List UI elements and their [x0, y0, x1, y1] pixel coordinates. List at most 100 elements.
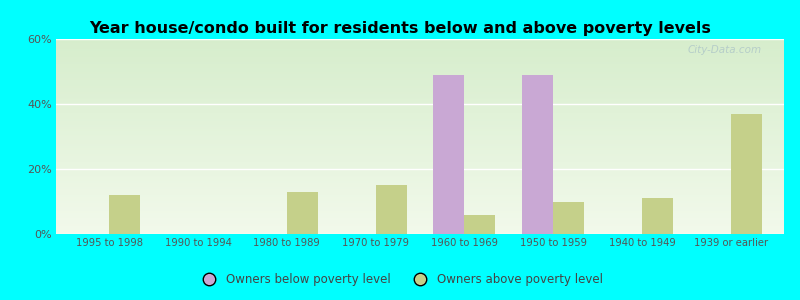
Bar	[56, 136, 784, 138]
Bar	[56, 62, 784, 64]
Bar	[56, 183, 784, 185]
Bar	[56, 203, 784, 205]
Bar	[56, 123, 784, 125]
Bar	[56, 177, 784, 179]
Bar	[56, 226, 784, 228]
Bar	[56, 43, 784, 45]
Bar	[56, 51, 784, 53]
Bar	[56, 39, 784, 41]
Bar	[56, 60, 784, 62]
Bar	[56, 76, 784, 78]
Bar	[56, 230, 784, 232]
Bar	[56, 146, 784, 148]
Bar	[56, 41, 784, 43]
Bar	[56, 68, 784, 70]
Bar	[56, 228, 784, 230]
Bar	[56, 138, 784, 140]
Bar	[56, 80, 784, 82]
Bar	[56, 105, 784, 107]
Bar	[56, 47, 784, 49]
Bar	[56, 217, 784, 218]
Bar	[56, 166, 784, 168]
Bar	[56, 66, 784, 68]
Bar	[56, 195, 784, 197]
Bar	[434, 75, 464, 234]
Bar	[56, 232, 784, 234]
Bar	[56, 205, 784, 207]
Bar	[56, 191, 784, 193]
Bar	[56, 211, 784, 212]
Bar	[56, 201, 784, 203]
Bar	[56, 209, 784, 211]
Bar	[56, 172, 784, 173]
Bar	[56, 197, 784, 199]
Bar	[56, 98, 784, 100]
Bar	[56, 207, 784, 209]
Bar	[56, 179, 784, 181]
Bar	[56, 162, 784, 164]
Bar	[56, 131, 784, 133]
Bar	[56, 74, 784, 76]
Bar	[56, 189, 784, 191]
Bar	[56, 64, 784, 66]
Bar	[56, 111, 784, 113]
Bar	[56, 193, 784, 195]
Bar	[56, 113, 784, 115]
Bar	[56, 94, 784, 95]
Bar	[56, 218, 784, 220]
Bar	[56, 148, 784, 150]
Bar	[56, 224, 784, 226]
Bar	[56, 45, 784, 47]
Bar	[56, 168, 784, 170]
Bar	[522, 75, 553, 234]
Bar	[56, 156, 784, 158]
Bar	[730, 114, 762, 234]
Bar	[56, 140, 784, 142]
Bar	[56, 49, 784, 51]
Bar	[56, 185, 784, 187]
Bar	[56, 214, 784, 217]
Bar	[464, 214, 495, 234]
Bar	[56, 107, 784, 109]
Bar	[56, 176, 784, 177]
Bar	[56, 58, 784, 61]
Bar	[56, 173, 784, 175]
Bar	[56, 109, 784, 111]
Bar	[56, 86, 784, 88]
Bar	[56, 72, 784, 74]
Bar	[56, 90, 784, 92]
Bar	[56, 99, 784, 101]
Bar	[56, 95, 784, 98]
Bar	[56, 134, 784, 136]
Bar	[56, 55, 784, 56]
Bar	[56, 121, 784, 123]
Bar	[553, 202, 584, 234]
Bar	[56, 220, 784, 222]
Bar	[56, 56, 784, 58]
Bar	[56, 115, 784, 117]
Bar	[56, 70, 784, 72]
Bar	[56, 181, 784, 183]
Bar	[56, 129, 784, 131]
Bar	[110, 195, 140, 234]
Bar	[56, 150, 784, 152]
Bar	[56, 127, 784, 129]
Bar	[56, 103, 784, 105]
Bar	[56, 222, 784, 224]
Bar	[56, 53, 784, 55]
Bar	[56, 84, 784, 86]
Bar	[56, 212, 784, 214]
Bar	[56, 170, 784, 172]
Bar	[56, 144, 784, 146]
Bar	[376, 185, 406, 234]
Bar	[56, 142, 784, 144]
Bar	[56, 119, 784, 121]
Bar	[56, 78, 784, 80]
Bar	[56, 101, 784, 103]
Text: City-Data.com: City-Data.com	[688, 45, 762, 55]
Bar	[56, 152, 784, 154]
Text: Year house/condo built for residents below and above poverty levels: Year house/condo built for residents bel…	[89, 21, 711, 36]
Bar	[56, 88, 784, 90]
Bar	[56, 92, 784, 94]
Bar	[56, 117, 784, 119]
